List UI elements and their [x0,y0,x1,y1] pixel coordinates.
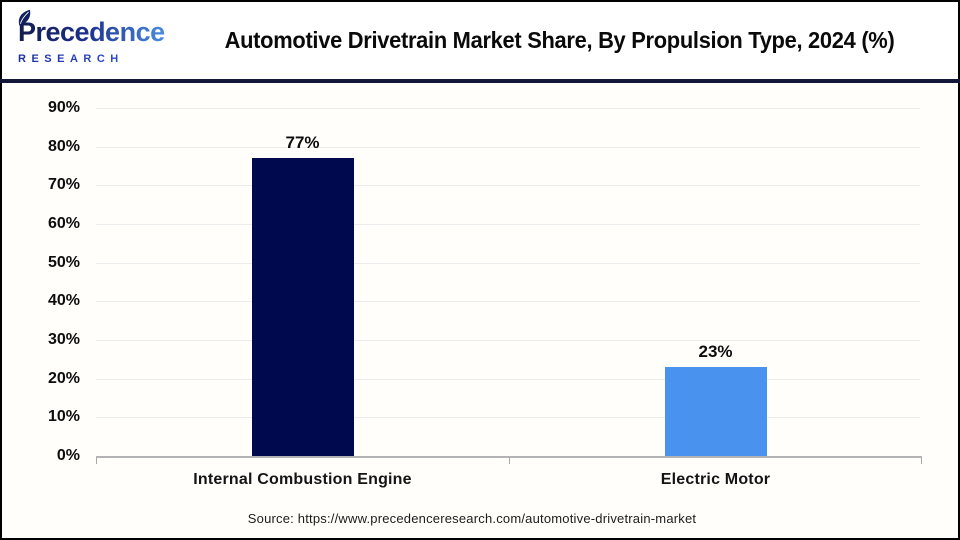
y-tick-label: 60% [47,215,80,232]
bar-internal-combustion-engine [251,158,354,456]
y-tick-label: 0% [56,447,80,464]
brand-subtitle: RESEARCH [18,53,170,65]
gridline [96,262,920,264]
brand-logo: Precedence RESEARCH [2,9,170,65]
header-divider [0,79,960,83]
header: Precedence RESEARCH Automotive Drivetrai… [2,2,958,79]
bar-chart: 0% 10% 20% 30% 40% 50% 60% 70% 80% 90% 77% 23% Int… [2,83,958,538]
y-tick-label: 10% [47,408,80,426]
gridline [96,108,920,109]
gridline [96,301,920,303]
gridline [96,340,920,341]
x-axis-line [96,456,922,458]
category-label: Electric Motor [660,471,771,488]
gridline [96,185,920,187]
brand-wordmark: Precedence [18,9,170,52]
chart-title: Automotive Drivetrain Market Share, By P… [225,27,895,53]
gridline [96,417,920,419]
x-axis-tick [921,458,922,464]
title-area: Automotive Drivetrain Market Share, By P… [170,27,958,54]
y-tick-label: 90% [47,99,80,116]
bar-value-label: 77% [285,133,320,152]
brand-name: Precedence [18,16,165,47]
source-citation: Source: https://www.precedenceresearch.c… [247,511,697,526]
gridline [96,378,920,380]
y-tick-label: 50% [47,253,80,271]
category-label: Internal Combustion Engine [193,471,412,488]
y-tick-label: 70% [47,176,80,194]
y-tick-label: 20% [47,369,80,387]
gridline [96,224,920,225]
gridline [96,146,920,148]
bar-value-label: 23% [698,342,733,361]
x-axis-tick [96,458,97,464]
y-tick-label: 30% [47,331,80,348]
y-tick-label: 40% [47,292,80,310]
x-axis-tick [509,458,510,464]
bar-electric-motor [664,367,767,456]
y-tick-label: 80% [47,137,80,155]
leaf-icon [18,9,31,26]
